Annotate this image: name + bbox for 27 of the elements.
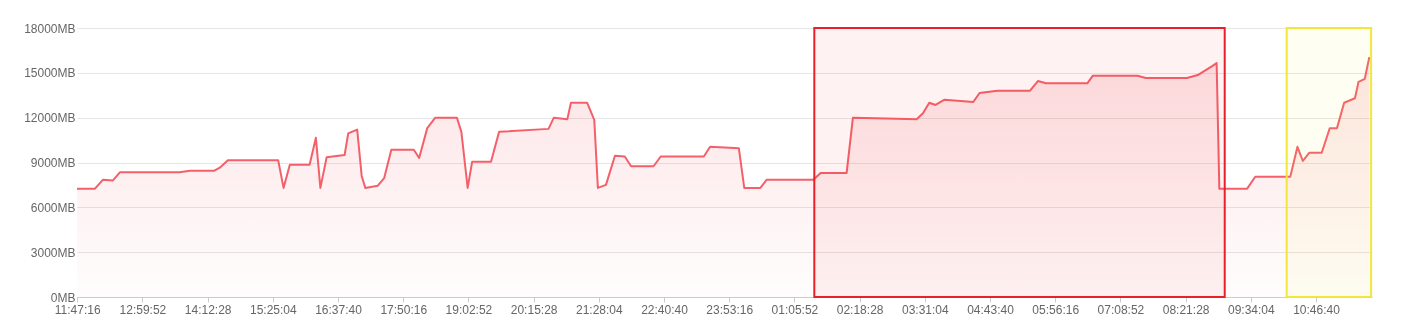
y-tick-label: 6000MB — [30, 200, 76, 215]
x-tick-label: 14:12:28 — [184, 302, 232, 317]
x-tick-label: 10:46:40 — [1293, 302, 1341, 317]
y-tick-label: 0MB — [50, 290, 76, 305]
x-tick-label: 01:05:52 — [771, 302, 819, 317]
x-tick-label: 05:56:16 — [1032, 302, 1080, 317]
y-tick-label: 9000MB — [30, 156, 76, 170]
x-tick-label: 11:47:16 — [54, 302, 101, 317]
x-tick-label: 04:43:40 — [967, 302, 1015, 317]
x-tick-label: 23:53:16 — [706, 302, 754, 317]
x-tick-label: 09:34:04 — [1227, 302, 1275, 317]
x-tick-label: 08:21:28 — [1162, 302, 1210, 317]
x-tick-label: 15:25:04 — [249, 302, 298, 317]
x-tick-label: 02:18:28 — [836, 302, 884, 317]
y-tick-label: 3000MB — [30, 245, 76, 260]
x-tick-label: 21:28:04 — [575, 302, 624, 317]
x-tick-label: 07:08:52 — [1097, 302, 1145, 317]
y-tick-label: 12000MB — [24, 111, 76, 126]
y-tick-label: 15000MB — [24, 66, 76, 81]
x-tick-label: 20:15:28 — [510, 302, 558, 317]
x-tick-label: 12:59:52 — [119, 302, 167, 317]
x-tick-label: 17:50:16 — [380, 302, 428, 317]
x-tick-label: 19:02:52 — [445, 302, 493, 317]
y-tick-label: 18000MB — [24, 21, 76, 36]
x-tick-label: 03:31:04 — [901, 302, 949, 317]
x-tick-label: 22:40:40 — [641, 302, 689, 317]
x-tick-label: 16:37:40 — [315, 302, 363, 317]
